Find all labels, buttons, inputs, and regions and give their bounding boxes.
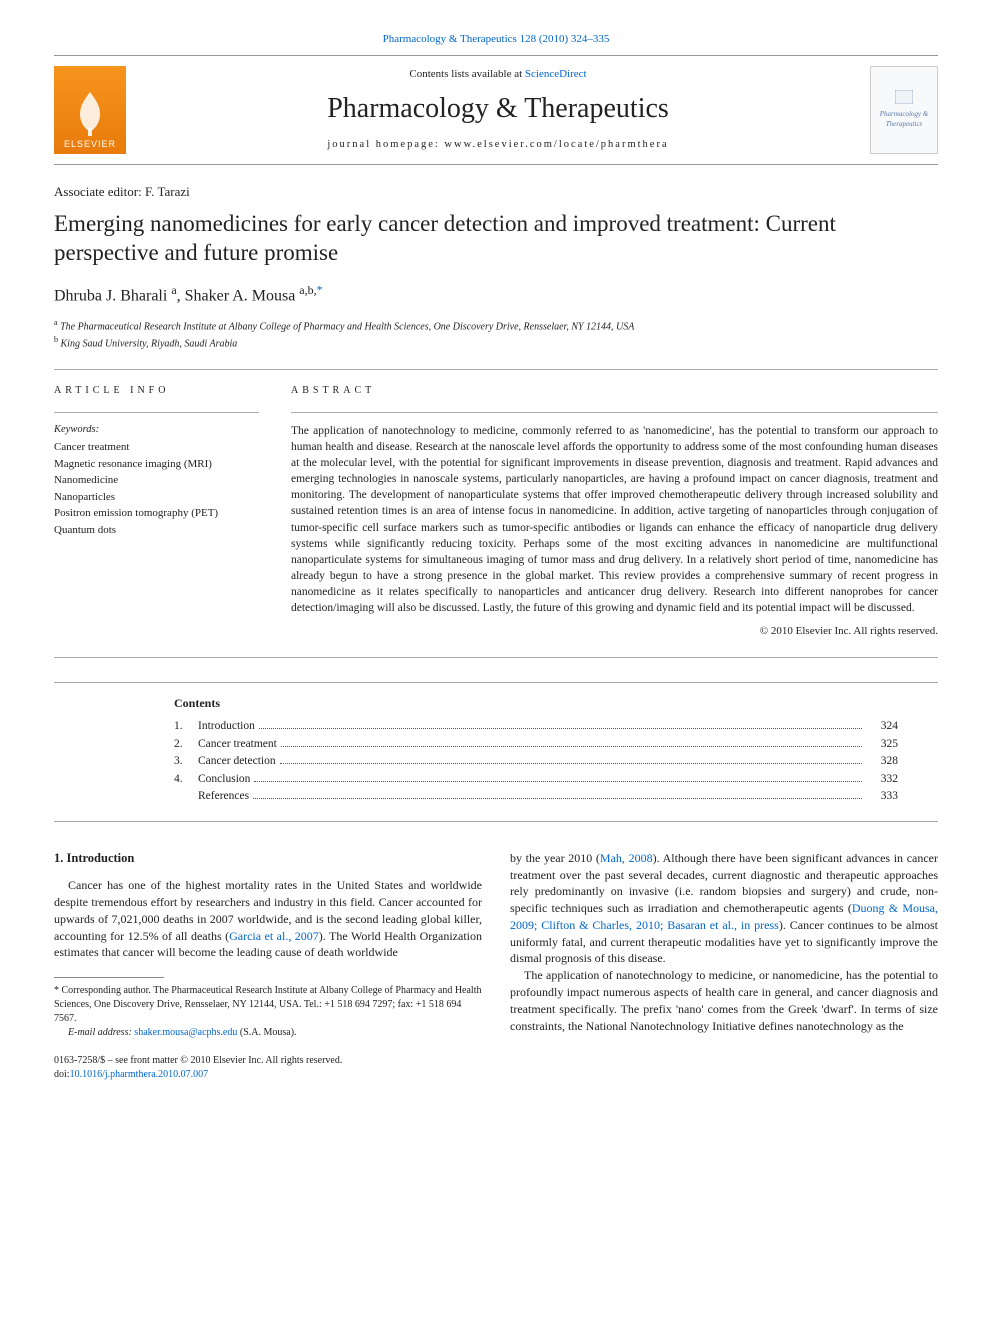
journal-header: ELSEVIER Contents lists available at Sci… <box>54 55 938 165</box>
affiliations: a The Pharmaceutical Research Institute … <box>54 317 938 352</box>
article-title: Emerging nanomedicines for early cancer … <box>54 210 938 268</box>
citation-link[interactable]: Mah, 2008 <box>600 851 653 865</box>
sciencedirect-link[interactable]: ScienceDirect <box>525 68 587 80</box>
author-2: Shaker A. Mousa <box>185 287 296 304</box>
keyword: Magnetic resonance imaging (MRI) <box>54 456 259 473</box>
info-abstract-row: article info Keywords: Cancer treatment … <box>54 370 938 656</box>
body-paragraph: The application of nanotechnology to med… <box>510 967 938 1034</box>
elsevier-logo: ELSEVIER <box>54 66 126 154</box>
toc-dots <box>253 798 862 799</box>
toc-row[interactable]: 2. Cancer treatment 325 <box>174 737 898 753</box>
footnote-rule <box>54 977 164 978</box>
running-head-link[interactable]: Pharmacology & Therapeutics 128 (2010) 3… <box>383 33 610 45</box>
cover-title: Pharmacology & Therapeutics <box>871 110 937 129</box>
citation-link[interactable]: Garcia et al., 2007 <box>229 929 319 943</box>
abstract-head: abstract <box>291 384 938 398</box>
section-heading-introduction: 1. Introduction <box>54 850 482 868</box>
divider <box>291 412 938 413</box>
associate-editor: Associate editor: F. Tarazi <box>54 183 938 201</box>
journal-name: Pharmacology & Therapeutics <box>138 90 858 128</box>
elsevier-tree-icon <box>70 88 110 138</box>
corresponding-mark[interactable]: * <box>317 287 323 304</box>
journal-cover-thumbnail: Pharmacology & Therapeutics <box>870 66 938 154</box>
body-column-right: by the year 2010 (Mah, 2008). Although t… <box>510 850 938 1082</box>
article-info-head: article info <box>54 384 259 398</box>
toc-dots <box>280 763 862 764</box>
issn-line: 0163-7258/$ – see front matter © 2010 El… <box>54 1054 482 1068</box>
keyword: Quantum dots <box>54 522 259 539</box>
abstract-text: The application of nanotechnology to med… <box>291 423 938 616</box>
keyword: Nanoparticles <box>54 489 259 506</box>
author-1: Dhruba J. Bharali <box>54 287 167 304</box>
doi-link[interactable]: 10.1016/j.pharmthera.2010.07.007 <box>70 1069 209 1080</box>
body-paragraph: by the year 2010 (Mah, 2008). Although t… <box>510 850 938 968</box>
body-columns: 1. Introduction Cancer has one of the hi… <box>54 850 938 1082</box>
toc-dots <box>259 728 862 729</box>
keyword: Cancer treatment <box>54 439 259 456</box>
abstract-column: abstract The application of nanotechnolo… <box>291 384 938 638</box>
cover-flag-icon <box>895 90 913 104</box>
affiliation-b: King Saud University, Riyadh, Saudi Arab… <box>61 338 238 349</box>
divider <box>54 412 259 413</box>
toc-row[interactable]: 4. Conclusion 332 <box>174 772 898 788</box>
keyword: Positron emission tomography (PET) <box>54 505 259 522</box>
abstract-copyright: © 2010 Elsevier Inc. All rights reserved… <box>291 624 938 639</box>
email-link[interactable]: shaker.mousa@acphs.edu <box>134 1027 237 1038</box>
toc-row[interactable]: References 333 <box>174 789 898 805</box>
page-footer: 0163-7258/$ – see front matter © 2010 El… <box>54 1054 482 1082</box>
journal-homepage: journal homepage: www.elsevier.com/locat… <box>138 138 858 152</box>
elsevier-wordmark: ELSEVIER <box>64 138 116 150</box>
article-info-column: article info Keywords: Cancer treatment … <box>54 384 259 638</box>
email-label: E-mail address: <box>68 1027 134 1038</box>
toc-row[interactable]: 3. Cancer detection 328 <box>174 754 898 770</box>
toc-dots <box>281 746 862 747</box>
author-line: Dhruba J. Bharali a, Shaker A. Mousa a,b… <box>54 282 938 307</box>
running-head: Pharmacology & Therapeutics 128 (2010) 3… <box>54 32 938 47</box>
toc-dots <box>254 781 862 782</box>
toc-row[interactable]: 1. Introduction 324 <box>174 719 898 735</box>
body-column-left: 1. Introduction Cancer has one of the hi… <box>54 850 482 1082</box>
affiliation-a: The Pharmaceutical Research Institute at… <box>60 321 634 332</box>
contents-available: Contents lists available at ScienceDirec… <box>138 67 858 82</box>
corresponding-footnote: * Corresponding author. The Pharmaceutic… <box>54 984 482 1040</box>
divider <box>54 657 938 658</box>
contents-head: Contents <box>174 695 938 711</box>
table-of-contents: Contents 1. Introduction 324 2. Cancer t… <box>54 682 938 822</box>
body-paragraph: Cancer has one of the highest mortality … <box>54 877 482 961</box>
keywords-label: Keywords: <box>54 423 259 437</box>
keyword: Nanomedicine <box>54 472 259 489</box>
